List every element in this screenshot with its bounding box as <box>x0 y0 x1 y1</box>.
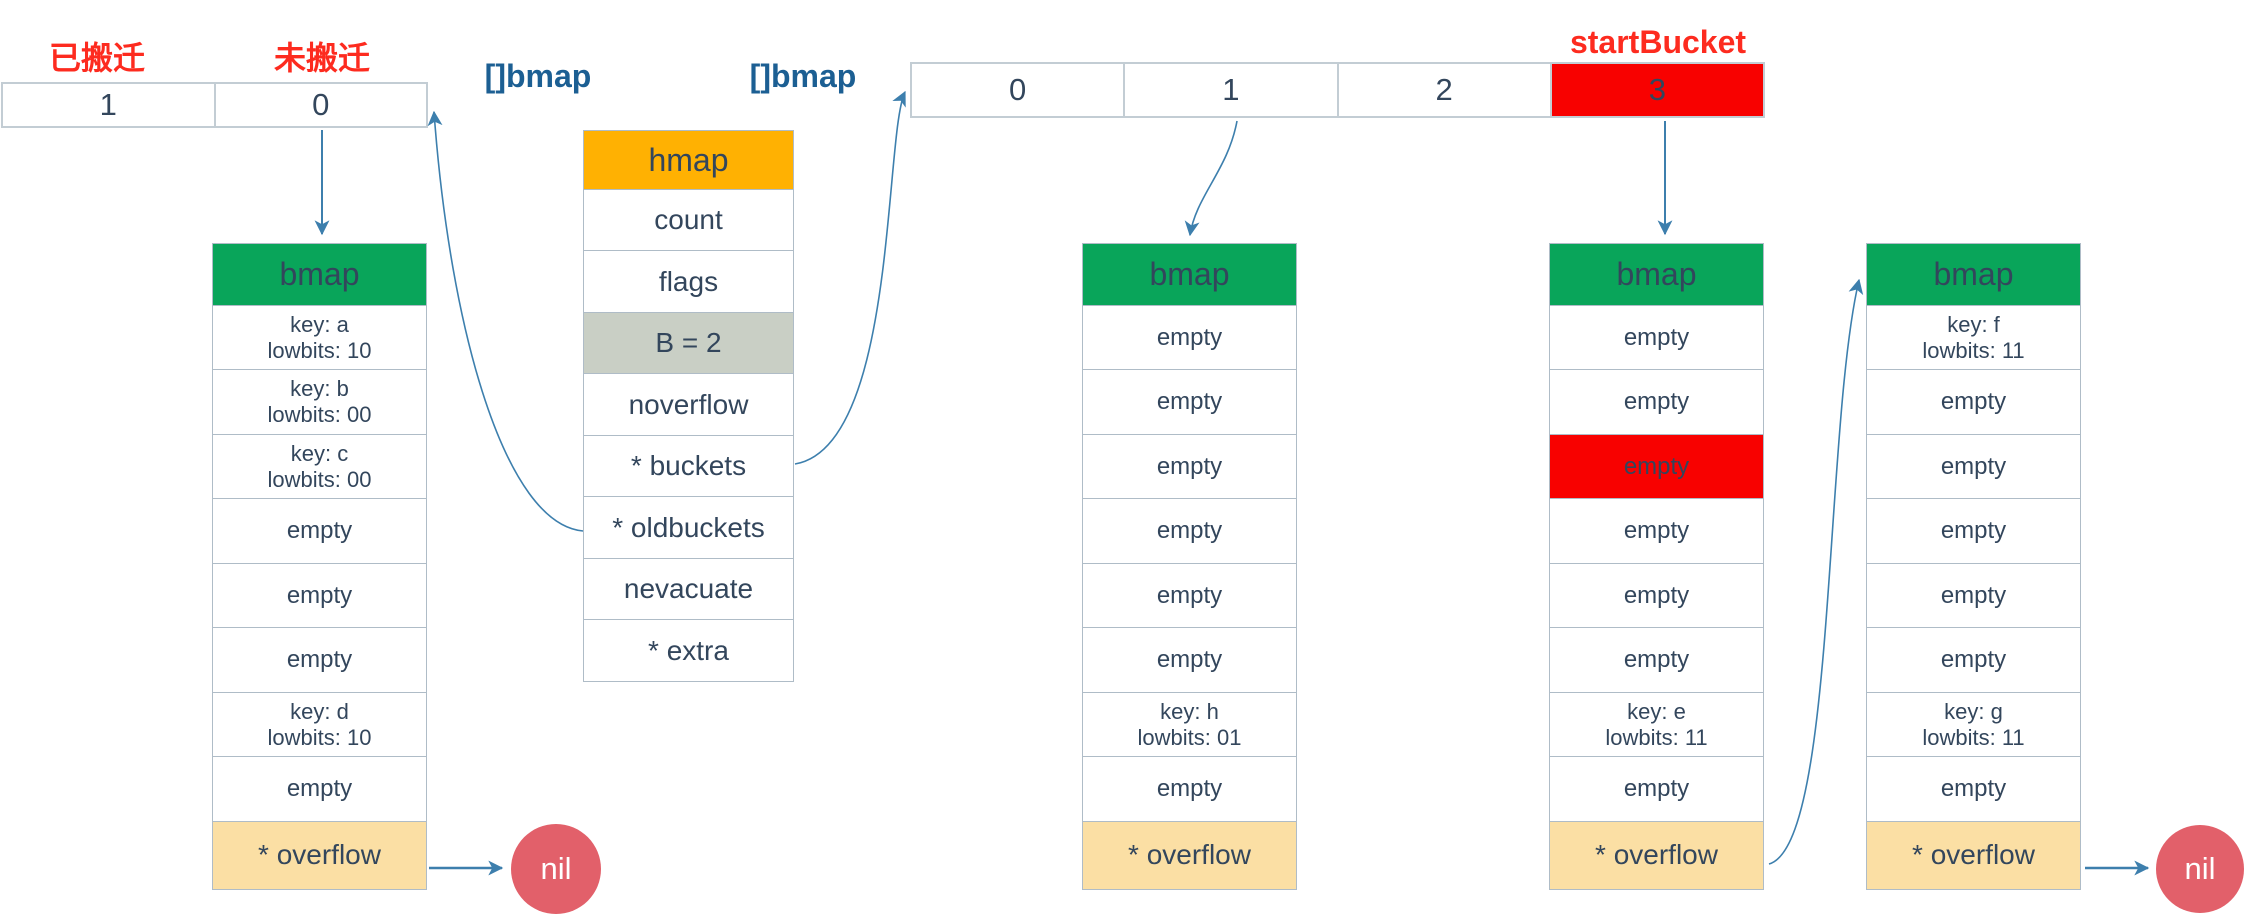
bucket-slot: empty <box>1082 756 1297 822</box>
start-bucket-label: startBucket <box>1569 24 1747 60</box>
oldbuckets-cell-evacuated: 1 <box>99 87 117 122</box>
buckets-type-label: []bmap <box>749 58 857 94</box>
oldbuckets-cell-pending: 0 <box>213 84 427 126</box>
hmap-field-extra: * extra <box>583 619 794 682</box>
bmap-header: bmap <box>1866 243 2081 306</box>
hmap-field-oldbuckets: * oldbuckets <box>583 496 794 559</box>
bucket-slot: empty <box>1866 369 2081 435</box>
hmap-struct: hmap count flags B = 2 noverflow * buckets * o… <box>583 130 794 682</box>
bucket-slot: empty <box>1866 433 2081 500</box>
nil-node: nil <box>511 824 601 914</box>
hmap-struct-header: hmap <box>583 130 794 190</box>
bucket-slot: key: c lowbits: 00 <box>212 433 427 500</box>
bucket-slot: empty <box>1082 304 1297 371</box>
hmap-field-noverflow: noverflow <box>583 373 794 436</box>
bucket-slot: key: h lowbits: 01 <box>1082 691 1297 758</box>
bucket-slot: key: b lowbits: 00 <box>212 369 427 435</box>
bucket-slot: key: d lowbits: 10 <box>212 691 427 758</box>
bucket-slot: empty <box>1082 627 1297 693</box>
arrow-oldbuckets-pointer <box>427 110 584 532</box>
bucket-slot: empty <box>212 498 427 564</box>
bucket-slot: empty <box>1866 756 2081 822</box>
overflow-pointer-cell: * overflow <box>1549 820 1764 890</box>
bucket-slot: empty <box>1549 627 1764 693</box>
bucket-slot: empty <box>212 756 427 822</box>
bmap-column-overflow-bucket: bmap key: f lowbits: 11 empty empty empty empt… <box>1866 243 2081 890</box>
buckets-cell-3: 3 <box>1549 64 1763 116</box>
hmap-field-buckets: * buckets <box>583 434 794 498</box>
hmap-field-flags: flags <box>583 250 794 313</box>
not-evacuated-label: 未搬迁 <box>273 40 371 76</box>
overflow-pointer-cell: * overflow <box>1082 820 1297 890</box>
bucket-slot: empty <box>212 562 427 629</box>
bmap-column-bucket-1: bmap empty empty empty empty empty empty key: h… <box>1082 243 1297 890</box>
bucket-slot: empty <box>1082 433 1297 500</box>
buckets-cell-1: 1 <box>1123 64 1336 116</box>
bmap-column-oldbucket-0: bmap key: a lowbits: 10 key: b lowbits: 00 ke… <box>212 243 427 890</box>
bucket-slot: empty <box>1866 562 2081 629</box>
bucket-slot: empty <box>1549 562 1764 629</box>
bucket-slot: empty <box>1866 627 2081 693</box>
nil-node: nil <box>2156 825 2244 913</box>
oldbuckets-array: 1 0 <box>1 82 428 128</box>
bucket-slot: empty <box>1549 498 1764 564</box>
evacuated-label: 已搬迁 <box>48 40 146 76</box>
buckets-cell-2: 2 <box>1336 64 1550 116</box>
bmap-column-bucket-3: bmap empty empty empty empty empty empty key: e… <box>1549 243 1764 890</box>
hmap-field-B2: B = 2 <box>583 311 794 375</box>
bmap-header: bmap <box>1549 243 1764 306</box>
bucket-slot: empty <box>1549 433 1764 500</box>
bucket-slot: empty <box>212 627 427 693</box>
overflow-pointer-cell: * overflow <box>212 820 427 890</box>
bucket-slot: key: a lowbits: 10 <box>212 304 427 371</box>
bucket-slot: empty <box>1082 498 1297 564</box>
arrow-overflow-to-overflow-bucket <box>1768 278 1864 865</box>
buckets-cell-0: 0 <box>1009 72 1027 107</box>
bmap-header: bmap <box>1082 243 1297 306</box>
bucket-slot: key: g lowbits: 11 <box>1866 691 2081 758</box>
bucket-slot: empty <box>1866 498 2081 564</box>
bucket-slot: key: e lowbits: 11 <box>1549 691 1764 758</box>
hmap-field-nevacuate: nevacuate <box>583 557 794 621</box>
bucket-slot: empty <box>1082 562 1297 629</box>
arrow-cell1-to-bucket1 <box>1184 120 1238 237</box>
bucket-slot: empty <box>1549 304 1764 371</box>
bucket-slot: empty <box>1082 369 1297 435</box>
arrow-buckets-pointer <box>794 90 906 465</box>
overflow-pointer-cell: * overflow <box>1866 820 2081 890</box>
oldbuckets-type-label: []bmap <box>484 58 592 94</box>
bmap-header: bmap <box>212 243 427 306</box>
bucket-slot: empty <box>1549 369 1764 435</box>
bucket-slot: empty <box>1549 756 1764 822</box>
hmap-field-count: count <box>583 188 794 252</box>
bucket-slot: key: f lowbits: 11 <box>1866 304 2081 371</box>
